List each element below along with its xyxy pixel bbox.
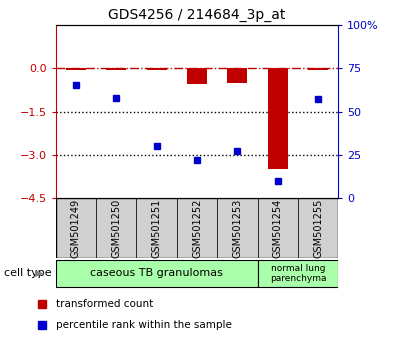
Text: GSM501254: GSM501254	[273, 199, 283, 258]
Text: GSM501251: GSM501251	[152, 199, 162, 258]
Bar	[298, 198, 338, 258]
Bar	[106, 68, 127, 70]
Bar	[217, 198, 258, 258]
Bar	[177, 198, 217, 258]
Bar	[187, 68, 207, 84]
Bar	[308, 68, 328, 70]
Bar	[258, 260, 338, 287]
Bar	[267, 68, 288, 169]
Text: normal lung
parenchyma: normal lung parenchyma	[270, 264, 326, 283]
Bar	[96, 198, 137, 258]
Bar	[227, 68, 248, 82]
Text: GSM501250: GSM501250	[111, 199, 121, 258]
Bar	[137, 198, 177, 258]
Text: cell type: cell type	[4, 268, 52, 279]
Bar	[146, 68, 167, 70]
Text: caseous TB granulomas: caseous TB granulomas	[90, 268, 223, 279]
Bar	[258, 198, 298, 258]
Bar	[56, 260, 258, 287]
Text: GSM501252: GSM501252	[192, 199, 202, 258]
Text: transformed count: transformed count	[57, 299, 154, 309]
Text: ►: ►	[35, 267, 45, 280]
Text: GSM501253: GSM501253	[232, 199, 242, 258]
Text: GSM501255: GSM501255	[313, 199, 323, 258]
Bar	[66, 68, 86, 70]
Title: GDS4256 / 214684_3p_at: GDS4256 / 214684_3p_at	[108, 8, 286, 22]
Text: GSM501249: GSM501249	[71, 199, 81, 258]
Bar	[56, 198, 96, 258]
Text: percentile rank within the sample: percentile rank within the sample	[57, 320, 232, 330]
